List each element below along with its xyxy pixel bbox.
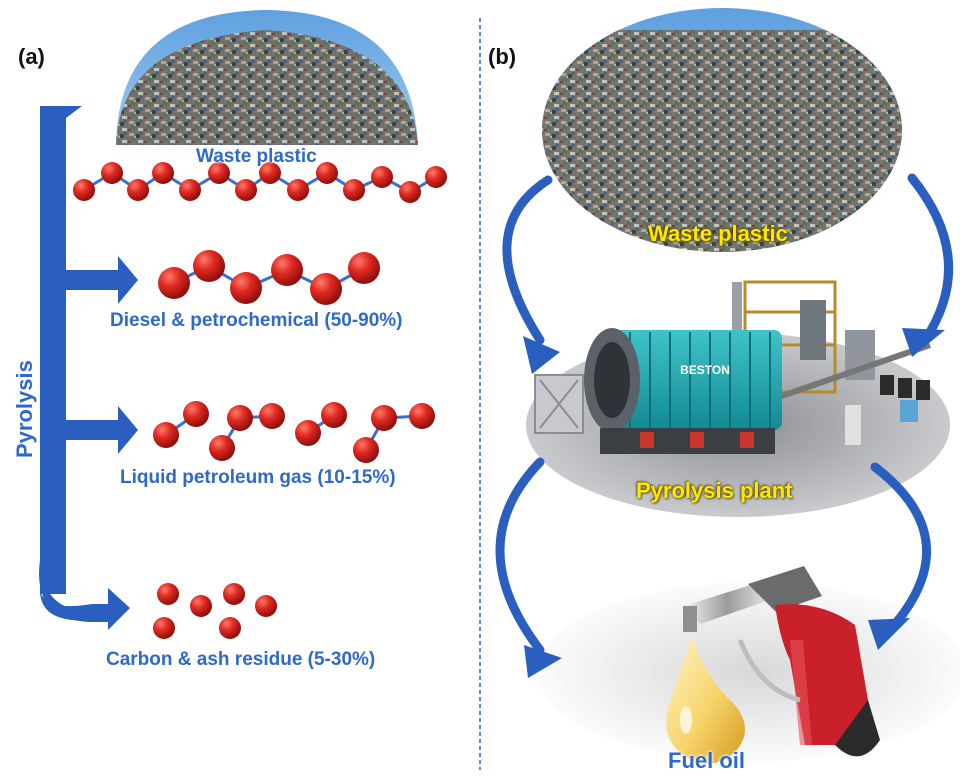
waste-plastic-label-b: Waste plastic xyxy=(648,221,788,246)
fuel-oil-label: Fuel oil xyxy=(668,748,745,773)
diesel-label: Diesel & petrochemical (50-90%) xyxy=(110,310,403,331)
pyrolysis-plant-label: Pyrolysis plant xyxy=(636,478,793,503)
panel-a-label: (a) xyxy=(18,44,45,69)
waste-plastic-label-a: Waste plastic xyxy=(196,146,317,167)
pyrolysis-vertical-label-wrap: Pyrolysis xyxy=(12,340,42,460)
carbon-ash-particles xyxy=(153,583,277,639)
fuel-oil-image xyxy=(537,566,960,764)
flow-arrows xyxy=(495,173,954,655)
panel-b-label: (b) xyxy=(488,44,517,69)
waste-plastic-image-b xyxy=(542,8,902,252)
diesel-molecule xyxy=(158,250,380,305)
polymer-chain-molecule xyxy=(73,162,447,203)
arrow-plant-to-oil-right xyxy=(870,462,932,635)
flow-arrowheads xyxy=(523,328,945,678)
pyrolysis-label: Pyrolysis xyxy=(12,360,37,458)
waste-plastic-image-a xyxy=(116,10,418,145)
lpg-label: Liquid petroleum gas (10-15%) xyxy=(120,467,396,488)
arrow-plastic-to-plant-left xyxy=(502,175,553,345)
carbon-ash-label: Carbon & ash residue (5-30%) xyxy=(106,649,376,670)
lpg-molecules xyxy=(153,401,435,463)
pyrolysis-arrow xyxy=(39,106,138,630)
arrow-plant-to-oil-left xyxy=(495,457,545,655)
pyrolysis-plant-image: BESTON xyxy=(526,280,950,517)
arrow-plastic-to-plant-right xyxy=(907,173,954,345)
plant-brand-text: BESTON xyxy=(680,363,730,377)
